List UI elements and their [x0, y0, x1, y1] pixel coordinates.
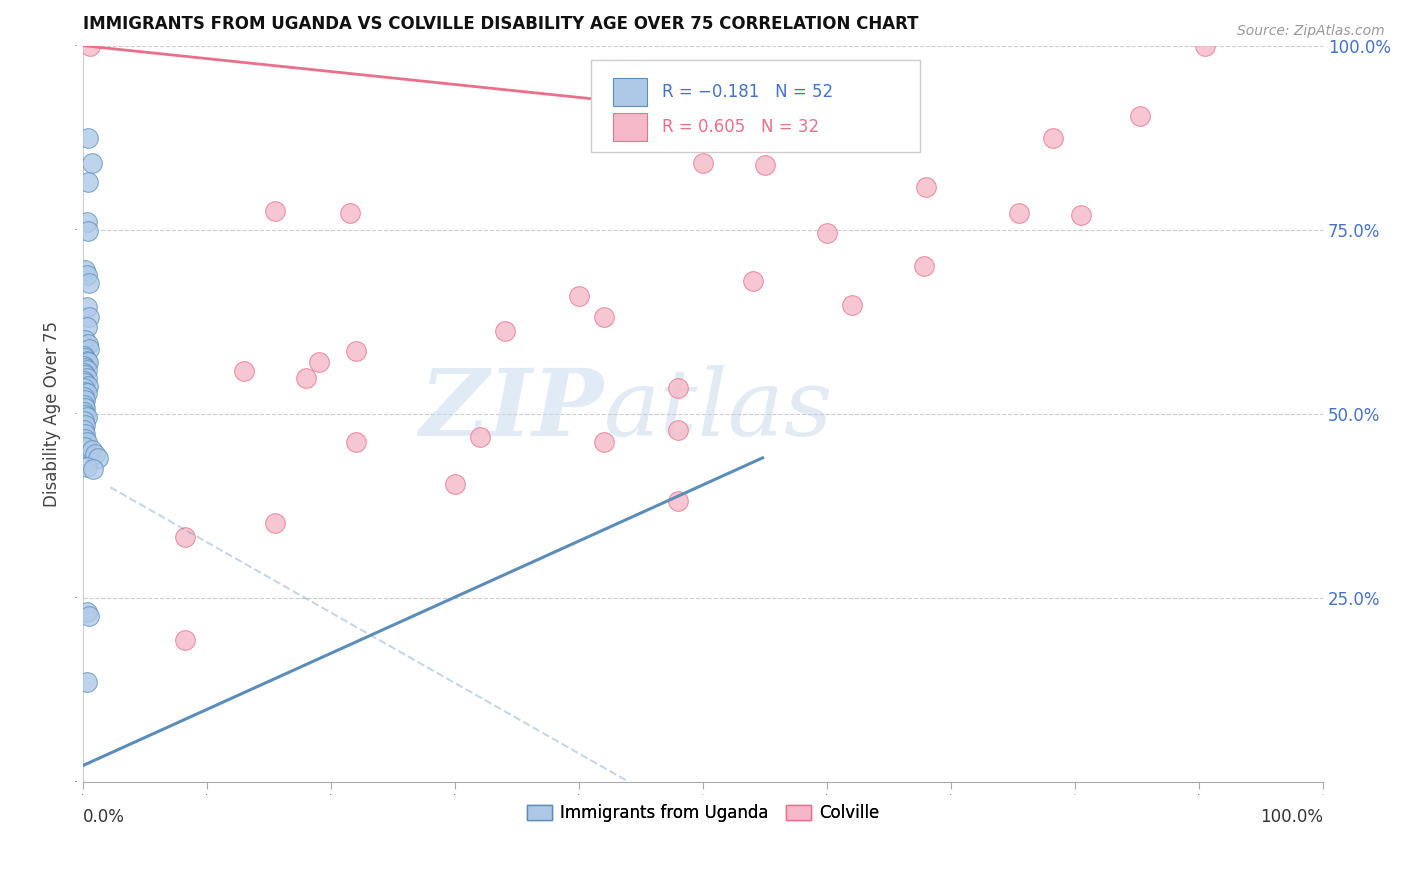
Text: 100.0%: 100.0%: [1260, 808, 1323, 826]
Point: [77, 224, 100, 238]
Text: 0.0%: 0.0%: [83, 808, 125, 826]
Point: [73, 405, 96, 419]
Point: [76, 371, 98, 385]
Point: [77, 310, 100, 324]
Point: [344, 434, 367, 449]
Point: [75, 440, 97, 454]
Point: [1070, 208, 1092, 222]
Point: [233, 364, 256, 378]
Point: [754, 158, 776, 172]
Point: [494, 324, 516, 338]
Point: [76, 459, 98, 474]
Point: [75, 333, 97, 347]
FancyBboxPatch shape: [613, 112, 647, 141]
Legend: Immigrants from Uganda, Colville: Immigrants from Uganda, Colville: [520, 797, 886, 829]
Point: [915, 180, 938, 194]
Point: [264, 516, 287, 530]
Point: [77, 276, 100, 290]
Point: [912, 260, 935, 274]
Point: [592, 434, 614, 449]
Point: [76, 319, 98, 334]
Point: [73, 414, 96, 428]
Point: [77, 175, 100, 189]
Point: [264, 204, 287, 219]
Point: [76, 675, 98, 690]
Point: [87, 450, 110, 465]
Point: [692, 156, 714, 170]
Point: [444, 476, 467, 491]
Point: [73, 423, 96, 437]
Point: [76, 362, 98, 376]
Point: [73, 391, 96, 405]
Point: [173, 633, 195, 648]
Text: R = −0.181   N = 52: R = −0.181 N = 52: [662, 83, 834, 101]
Point: [76, 606, 98, 620]
Point: [666, 493, 689, 508]
Point: [75, 433, 97, 447]
Text: atlas: atlas: [603, 365, 834, 455]
FancyBboxPatch shape: [592, 61, 920, 153]
Point: [80, 156, 103, 170]
Point: [741, 274, 763, 288]
Point: [1129, 109, 1152, 123]
Point: [75, 401, 97, 415]
Text: ZIP: ZIP: [419, 365, 603, 455]
Point: [73, 381, 96, 395]
Point: [666, 381, 689, 395]
Point: [173, 530, 195, 544]
Point: [75, 376, 97, 390]
FancyBboxPatch shape: [613, 78, 647, 106]
Text: R = 0.605   N = 32: R = 0.605 N = 32: [662, 118, 820, 136]
Point: [568, 289, 591, 303]
Point: [295, 371, 318, 385]
Point: [815, 227, 838, 241]
Point: [76, 410, 98, 425]
Point: [1194, 38, 1216, 53]
Point: [468, 430, 491, 444]
Point: [75, 361, 97, 376]
Point: [75, 393, 97, 408]
Point: [77, 355, 100, 369]
Point: [76, 300, 98, 314]
Point: [75, 263, 97, 277]
Point: [77, 609, 100, 624]
Point: [1042, 130, 1064, 145]
Point: [76, 353, 98, 368]
Point: [82, 462, 104, 476]
Point: [76, 434, 98, 449]
Point: [75, 384, 97, 399]
Point: [75, 408, 97, 422]
Point: [77, 130, 100, 145]
Point: [75, 368, 97, 383]
Y-axis label: Disability Age Over 75: Disability Age Over 75: [44, 321, 60, 507]
Point: [666, 423, 689, 437]
Point: [1008, 206, 1031, 220]
Point: [80, 443, 103, 458]
Point: [77, 336, 100, 351]
Point: [73, 359, 96, 373]
Point: [339, 206, 361, 220]
Point: [76, 268, 98, 283]
Point: [76, 386, 98, 401]
Point: [592, 310, 614, 324]
Point: [841, 298, 863, 312]
Point: [77, 378, 100, 392]
Point: [75, 351, 97, 366]
Text: Source: ZipAtlas.com: Source: ZipAtlas.com: [1237, 24, 1385, 38]
Text: IMMIGRANTS FROM UGANDA VS COLVILLE DISABILITY AGE OVER 75 CORRELATION CHART: IMMIGRANTS FROM UGANDA VS COLVILLE DISAB…: [83, 15, 918, 33]
Point: [73, 366, 96, 380]
Point: [308, 355, 330, 369]
Point: [73, 398, 96, 412]
Point: [76, 215, 98, 229]
Point: [79, 38, 101, 53]
Point: [75, 417, 97, 432]
Point: [73, 349, 96, 363]
Point: [84, 447, 107, 461]
Point: [344, 344, 367, 359]
Point: [77, 342, 100, 356]
Point: [75, 427, 97, 442]
Point: [73, 374, 96, 388]
